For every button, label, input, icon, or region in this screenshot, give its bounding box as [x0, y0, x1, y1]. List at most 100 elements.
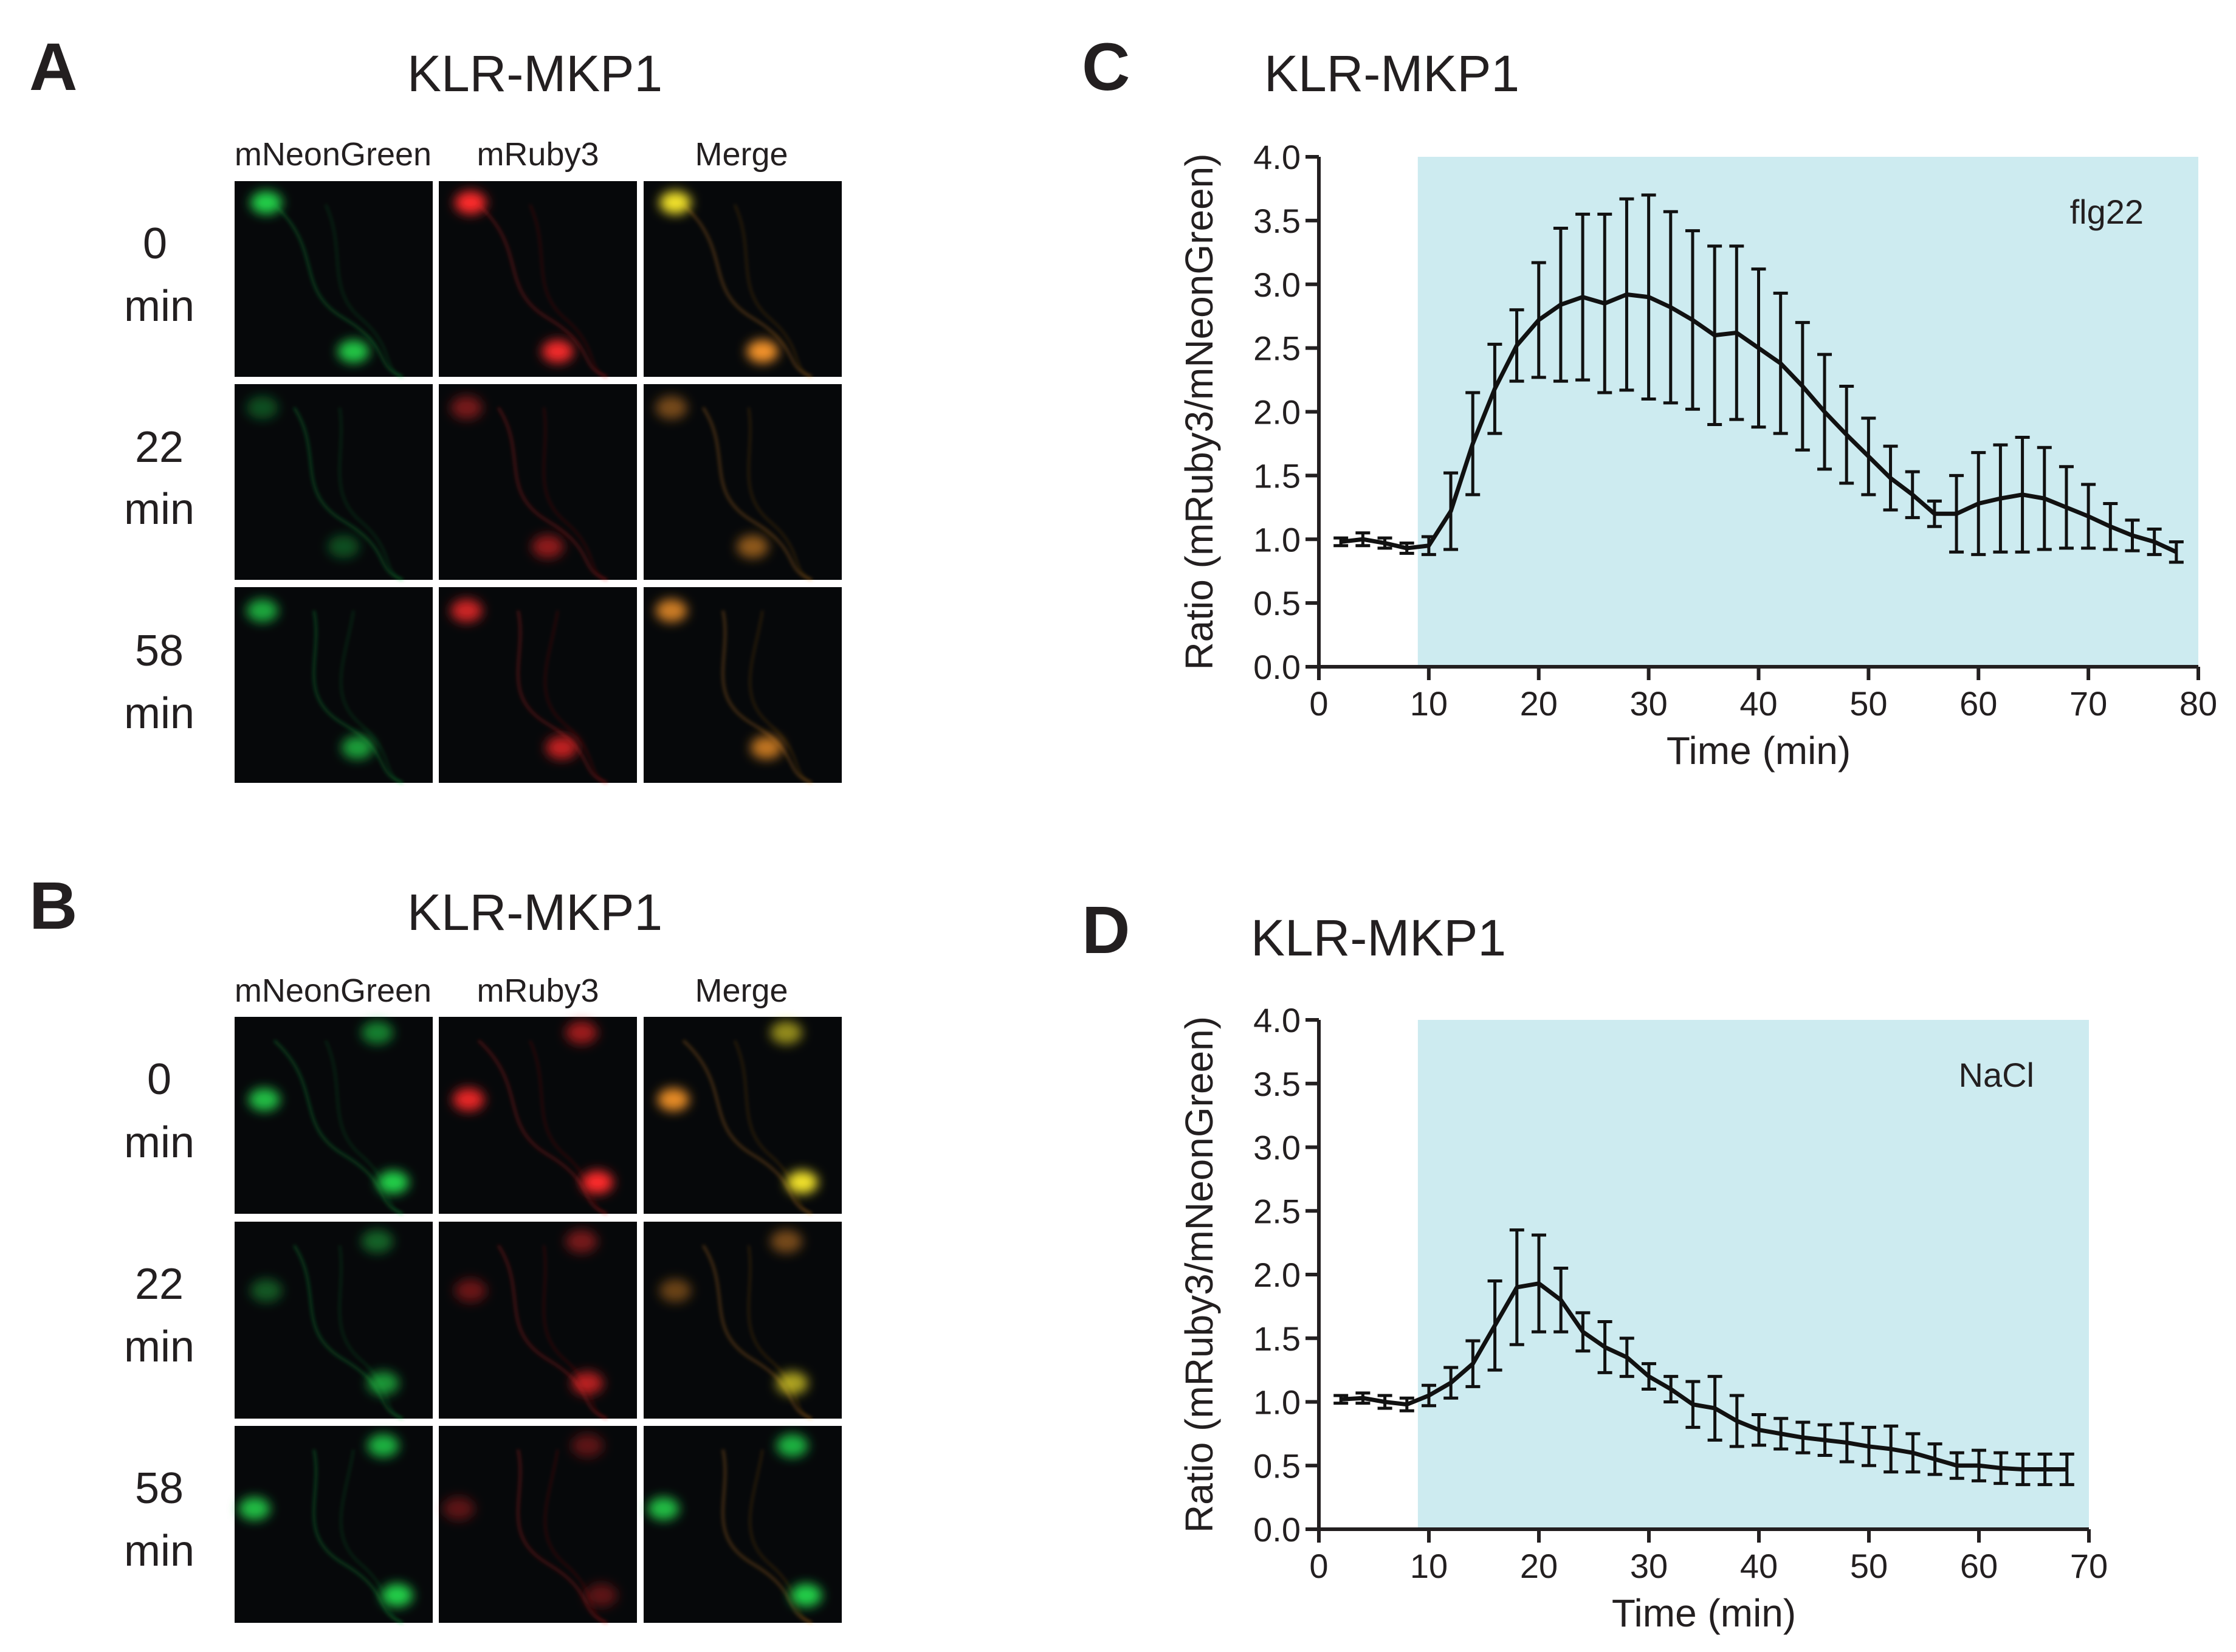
row-unit-b-0: min	[124, 1118, 194, 1167]
root-hair-trace	[702, 407, 813, 581]
nucleus-spot	[657, 1088, 689, 1112]
y-tick-label: 0.5	[1253, 1447, 1301, 1485]
nucleus-spot	[746, 340, 779, 363]
panel-title-d: KLR-MKP1	[1251, 909, 1506, 966]
row-time-b-2: 58	[135, 1464, 184, 1513]
microscopy-grid-a	[235, 181, 842, 784]
x-tick-label: 0	[1309, 684, 1328, 723]
row-unit-b-1: min	[124, 1323, 194, 1371]
chart-d: NaCl 0.0 0.5 1.0 1.5 2.0 2.5 3.0 3.5 4.0 0 10 20 30 40…	[1177, 1001, 2108, 1635]
nucleus-spot	[770, 1020, 802, 1044]
nucleus-spot	[581, 1171, 613, 1194]
y-tick-label: 2.0	[1253, 1256, 1301, 1294]
nucleus-spot	[542, 340, 574, 363]
root-hair-trace	[312, 610, 404, 784]
root-hair-trace	[477, 204, 608, 378]
nucleus-spot	[328, 535, 360, 559]
root-hair-trace	[721, 610, 813, 784]
series-line	[1340, 292, 2178, 554]
x-tick-label: 20	[1520, 684, 1558, 723]
nucleus-spot	[337, 340, 370, 363]
nucleus-spot	[361, 1020, 393, 1044]
root-hair-trace	[517, 1449, 608, 1624]
nucleus-spot	[455, 191, 487, 215]
panel-letter-d: D	[1082, 893, 1130, 968]
root-hair-trace	[529, 204, 607, 378]
x-tick-label: 50	[1849, 684, 1887, 723]
nucleus-spot	[367, 1434, 399, 1458]
root-hair-trace	[339, 1245, 403, 1420]
treatment-region	[1417, 157, 2198, 667]
y-tick-label: 4.0	[1253, 138, 1301, 176]
x-tick-label: 70	[2070, 1547, 2108, 1585]
root-hair-trace	[702, 1244, 813, 1420]
nucleus-spot	[776, 1434, 808, 1458]
root-hair-trace	[544, 1449, 607, 1624]
nucleus-spot	[450, 396, 483, 419]
nucleus-spot	[786, 1171, 818, 1194]
y-tick-label: 1.5	[1253, 1320, 1301, 1358]
y-tick-label: 3.5	[1253, 202, 1301, 240]
y-tick-label: 0.5	[1253, 584, 1301, 622]
treatment-label: flg22	[2070, 193, 2144, 231]
panel-title-c: KLR-MKP1	[1264, 45, 1519, 102]
nucleus-spot	[442, 1497, 475, 1521]
root-hair-trace	[517, 610, 608, 784]
nucleus-spot	[238, 1497, 270, 1521]
treatment-label: NaCl	[1959, 1056, 2034, 1094]
nucleus-spot	[659, 1279, 692, 1303]
y-tick-label: 2.5	[1253, 1192, 1301, 1230]
y-tick-label: 2.5	[1253, 329, 1301, 368]
col-head-a-green: mNeonGreen	[235, 136, 432, 173]
row-time-b-1: 22	[135, 1260, 184, 1309]
nucleus-spot	[246, 396, 278, 419]
y-tick-label: 1.0	[1253, 520, 1301, 559]
root-hair-trace	[312, 1449, 404, 1624]
col-head-b-green: mNeonGreen	[235, 972, 432, 1009]
y-tick-label: 0.0	[1253, 1510, 1301, 1549]
root-hair-trace	[721, 1449, 813, 1624]
nucleus-spot	[381, 1583, 413, 1607]
nucleus-spot	[737, 535, 769, 559]
row-unit-a-0: min	[124, 282, 194, 331]
nucleus-spot	[546, 736, 578, 760]
x-tick-label: 0	[1309, 1547, 1328, 1585]
nucleus-spot	[571, 1371, 604, 1395]
nucleus-spot	[250, 191, 283, 215]
root-hair-trace	[544, 610, 607, 784]
microscopy-grid-b	[235, 1017, 842, 1624]
root-hair-trace	[529, 1040, 607, 1215]
col-head-b-red: mRuby3	[476, 972, 599, 1009]
x-tick-label: 20	[1520, 1547, 1558, 1585]
row-unit-a-1: min	[124, 485, 194, 534]
chart-c: flg22 0.0 0.5 1.0 1.5 2.0 2.5 3.0 3.5 4.0 0 10 20 30 4…	[1177, 138, 2217, 773]
root-hair-trace	[293, 407, 404, 581]
nucleus-spot	[655, 396, 687, 419]
nucleus-spot	[342, 736, 374, 760]
root-hair-trace	[339, 407, 403, 581]
nucleus-spot	[571, 1434, 604, 1458]
panel-letter-b: B	[29, 869, 77, 943]
nucleus-spot	[361, 1230, 393, 1253]
col-head-b-merge: Merge	[695, 972, 788, 1009]
root-hair-trace	[543, 407, 607, 581]
root-hair-trace	[325, 1040, 403, 1215]
root-hair-trace	[293, 1244, 404, 1420]
root-hair-trace	[273, 204, 404, 378]
x-tick-label: 30	[1630, 1547, 1668, 1585]
nucleus-spot	[455, 1279, 487, 1303]
y-tick-label: 3.0	[1253, 266, 1301, 304]
root-hair-trace	[340, 1449, 403, 1624]
root-hair-trace	[682, 204, 813, 378]
x-axis-label: Time (min)	[1612, 1591, 1796, 1635]
nucleus-spot	[246, 599, 278, 622]
col-head-a-merge: Merge	[695, 136, 788, 173]
nucleus-spot	[655, 599, 687, 622]
nucleus-spot	[659, 191, 692, 215]
y-tick-label: 3.5	[1253, 1065, 1301, 1103]
nucleus-spot	[790, 1583, 822, 1607]
y-tick-label: 3.0	[1253, 1129, 1301, 1167]
series-line	[1340, 1281, 2067, 1472]
root-hair-trace	[325, 204, 403, 378]
